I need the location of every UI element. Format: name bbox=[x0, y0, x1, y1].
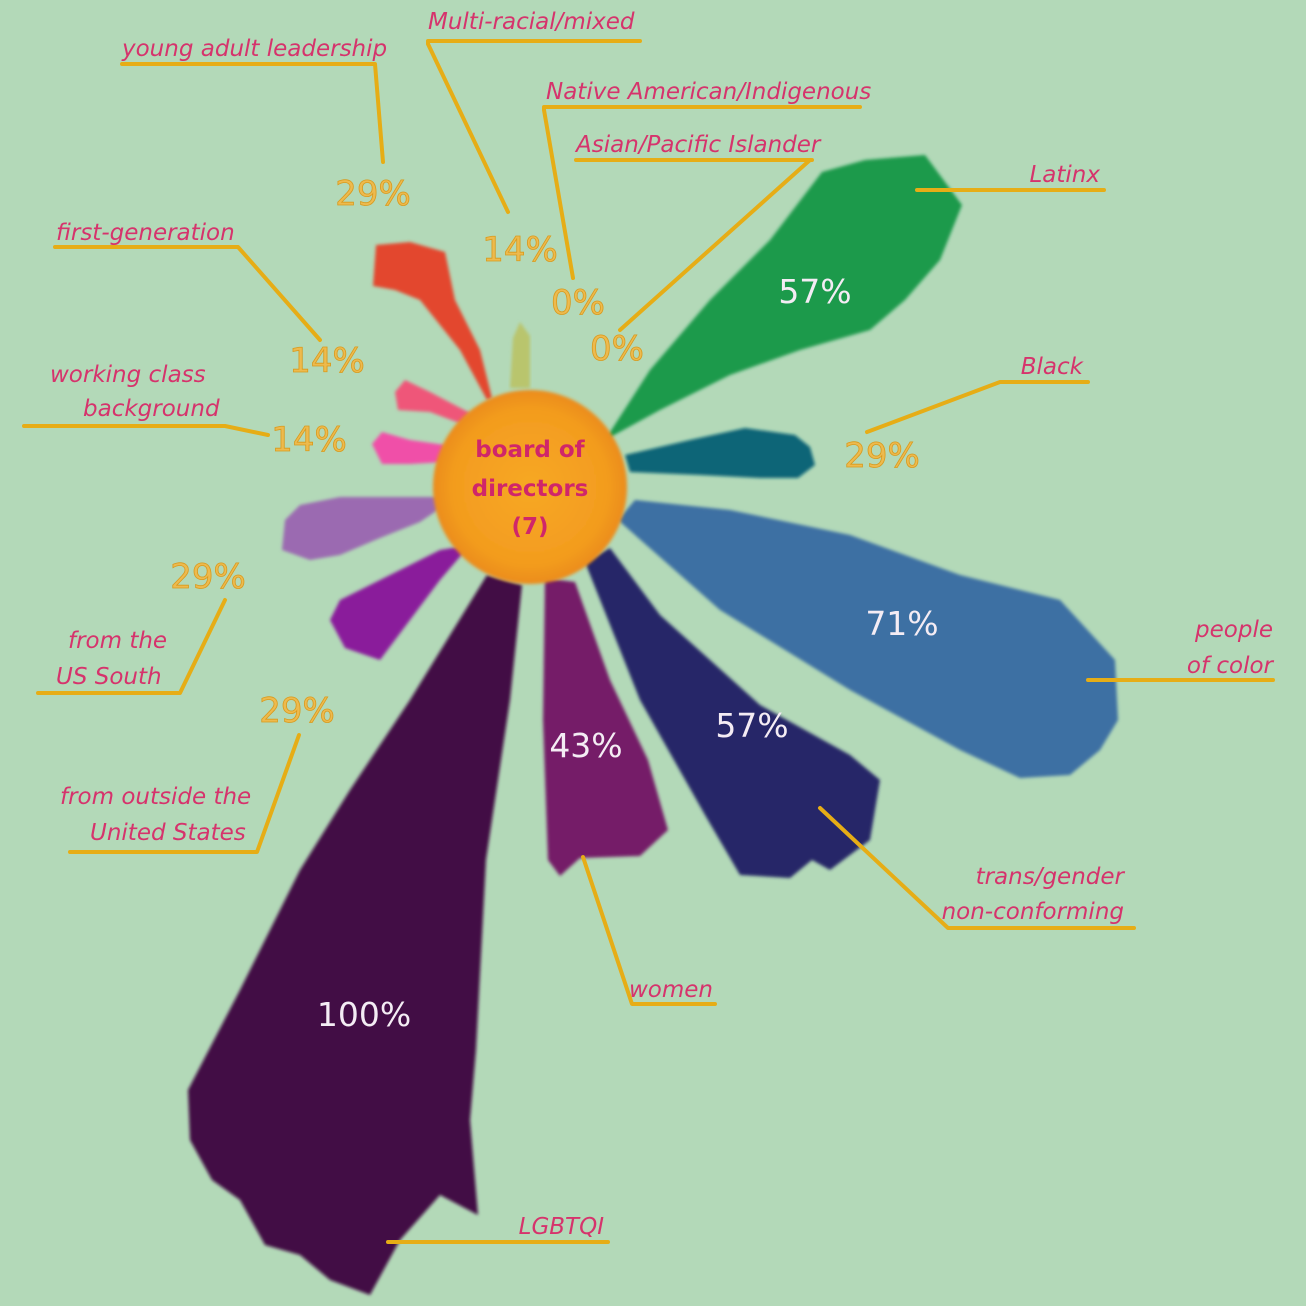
petal-working-class bbox=[372, 432, 445, 464]
label-women: women bbox=[629, 977, 713, 1003]
pct-first-gen: 14% bbox=[289, 341, 365, 381]
pct-trans: 57% bbox=[715, 706, 788, 745]
pct-working-class: 14% bbox=[271, 420, 347, 460]
petal-outside-us bbox=[330, 545, 470, 660]
label-multiracial: Multi-racial/mixed bbox=[428, 9, 635, 35]
pct-asian: 0% bbox=[590, 329, 644, 369]
leader-asian bbox=[574, 158, 814, 332]
label-black: Black bbox=[1021, 354, 1085, 380]
pct-women: 43% bbox=[549, 726, 622, 765]
leader-women bbox=[581, 855, 717, 1006]
label-outside-us-line1: from outside the bbox=[60, 784, 251, 810]
leader-trans bbox=[818, 806, 1136, 930]
label-young-adult: young adult leadership bbox=[121, 36, 387, 62]
leader-black bbox=[865, 380, 1090, 434]
center-label-line3: (7) bbox=[511, 514, 548, 540]
leader-native bbox=[542, 105, 862, 280]
petal-trans bbox=[585, 548, 880, 878]
pct-us-south: 29% bbox=[170, 557, 246, 597]
label-poc-line1: people bbox=[1194, 617, 1273, 643]
pct-multiracial: 14% bbox=[482, 230, 558, 270]
petal-multiracial bbox=[510, 322, 530, 388]
label-working-class-line1: working class bbox=[50, 362, 206, 388]
pct-outside-us: 29% bbox=[259, 691, 335, 731]
label-working-class-line2: background bbox=[83, 396, 220, 422]
leader-young-adult bbox=[120, 62, 385, 164]
leader-us-south bbox=[36, 598, 227, 695]
petal-black bbox=[625, 428, 815, 478]
label-asian: Asian/Pacific Islander bbox=[574, 132, 822, 158]
petal-us-south bbox=[282, 497, 445, 560]
petal-women bbox=[543, 578, 668, 876]
leader-first-gen bbox=[53, 245, 322, 342]
petal-lgbtqi bbox=[188, 575, 522, 1295]
label-trans-line1: trans/gender bbox=[976, 864, 1126, 890]
label-trans-line2: non-conforming bbox=[942, 899, 1124, 925]
label-us-south-line1: from the bbox=[68, 628, 167, 654]
leader-working-class bbox=[22, 424, 270, 437]
label-latinx: Latinx bbox=[1029, 162, 1100, 188]
label-us-south-line2: US South bbox=[56, 664, 162, 690]
petal-latinx bbox=[605, 155, 962, 440]
label-native: Native American/Indigenous bbox=[546, 79, 871, 105]
pct-young-adult: 29% bbox=[335, 174, 411, 214]
petal-group bbox=[188, 155, 1118, 1295]
petal-young-adult bbox=[373, 242, 492, 400]
label-poc-line2: of color bbox=[1187, 653, 1275, 679]
pct-latinx: 57% bbox=[778, 272, 851, 311]
petal-poc bbox=[618, 500, 1118, 778]
center-circle bbox=[433, 390, 627, 584]
pct-black: 29% bbox=[844, 436, 920, 476]
leader-multiracial bbox=[426, 39, 642, 214]
petal-first-gen bbox=[395, 380, 470, 424]
label-lgbtqi: LGBTQI bbox=[519, 1214, 605, 1240]
label-outside-us-line2: United States bbox=[90, 820, 246, 846]
pct-native: 0% bbox=[551, 283, 605, 323]
pct-poc: 71% bbox=[865, 604, 938, 643]
center-label-line2: directors bbox=[472, 476, 589, 502]
leader-outside-us bbox=[68, 733, 301, 854]
leader-lines bbox=[22, 39, 1275, 1244]
center-label-line1: board of bbox=[475, 437, 585, 463]
pct-lgbtqi: 100% bbox=[317, 995, 411, 1034]
label-first-gen: first-generation bbox=[56, 220, 235, 246]
